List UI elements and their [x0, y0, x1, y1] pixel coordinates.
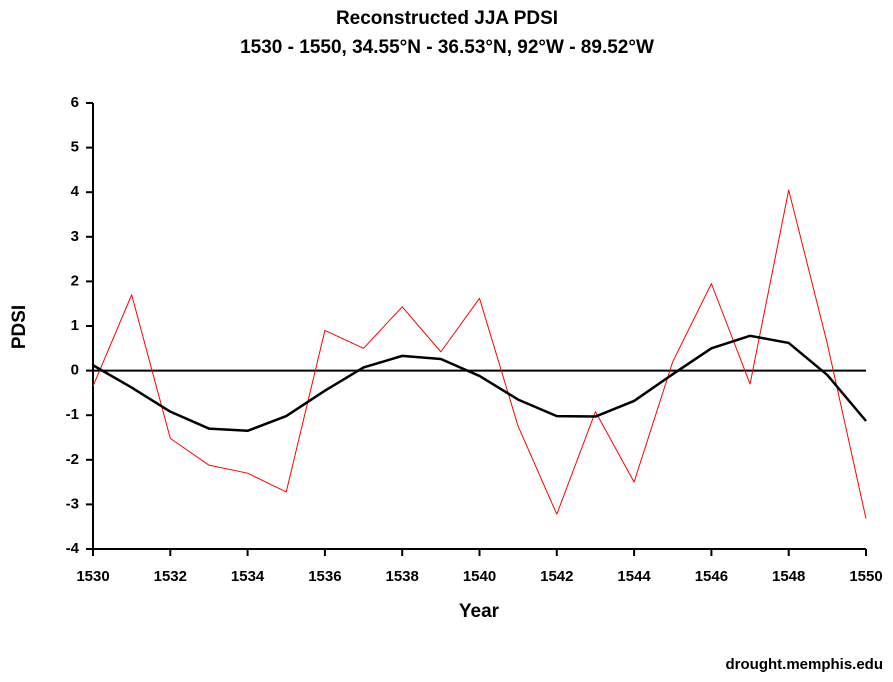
- y-axis-label: PDSI: [9, 305, 30, 349]
- y-tick-label: 5: [71, 139, 79, 156]
- series-line: [92, 189, 867, 519]
- x-tick-label: 1542: [540, 568, 573, 585]
- y-tick-label: 4: [71, 183, 80, 200]
- chart-title: Reconstructed JJA PDSI: [336, 8, 558, 29]
- x-tick-label: 1550: [849, 568, 882, 585]
- y-tick-label: 0: [71, 362, 79, 379]
- x-tick-label: 1546: [695, 568, 728, 585]
- y-tick-label: 6: [71, 94, 79, 111]
- x-tick-label: 1536: [308, 568, 341, 585]
- x-tick-label: 1544: [617, 568, 651, 585]
- x-tick-label: 1530: [76, 568, 109, 585]
- x-tick-label: 1534: [231, 568, 265, 585]
- x-axis-label: Year: [459, 601, 500, 622]
- x-tick-label: 1548: [772, 568, 805, 585]
- y-tick-label: -4: [66, 540, 80, 557]
- x-tick-label: 1538: [386, 568, 419, 585]
- y-tick-label: -3: [66, 495, 79, 512]
- y-tick-label: -2: [66, 451, 79, 468]
- chart-subtitle: 1530 - 1550, 34.55°N - 36.53°N, 92°W - 8…: [240, 37, 654, 58]
- y-tick-label: 2: [71, 272, 79, 289]
- y-tick-label: 1: [71, 317, 79, 334]
- x-tick-label: 1532: [154, 568, 187, 585]
- y-tick-label: 3: [71, 228, 79, 245]
- y-tick-label: -1: [66, 406, 79, 423]
- footer: drought.memphis.edu: [726, 656, 884, 673]
- series-line: [92, 334, 867, 433]
- x-tick-label: 1540: [463, 568, 496, 585]
